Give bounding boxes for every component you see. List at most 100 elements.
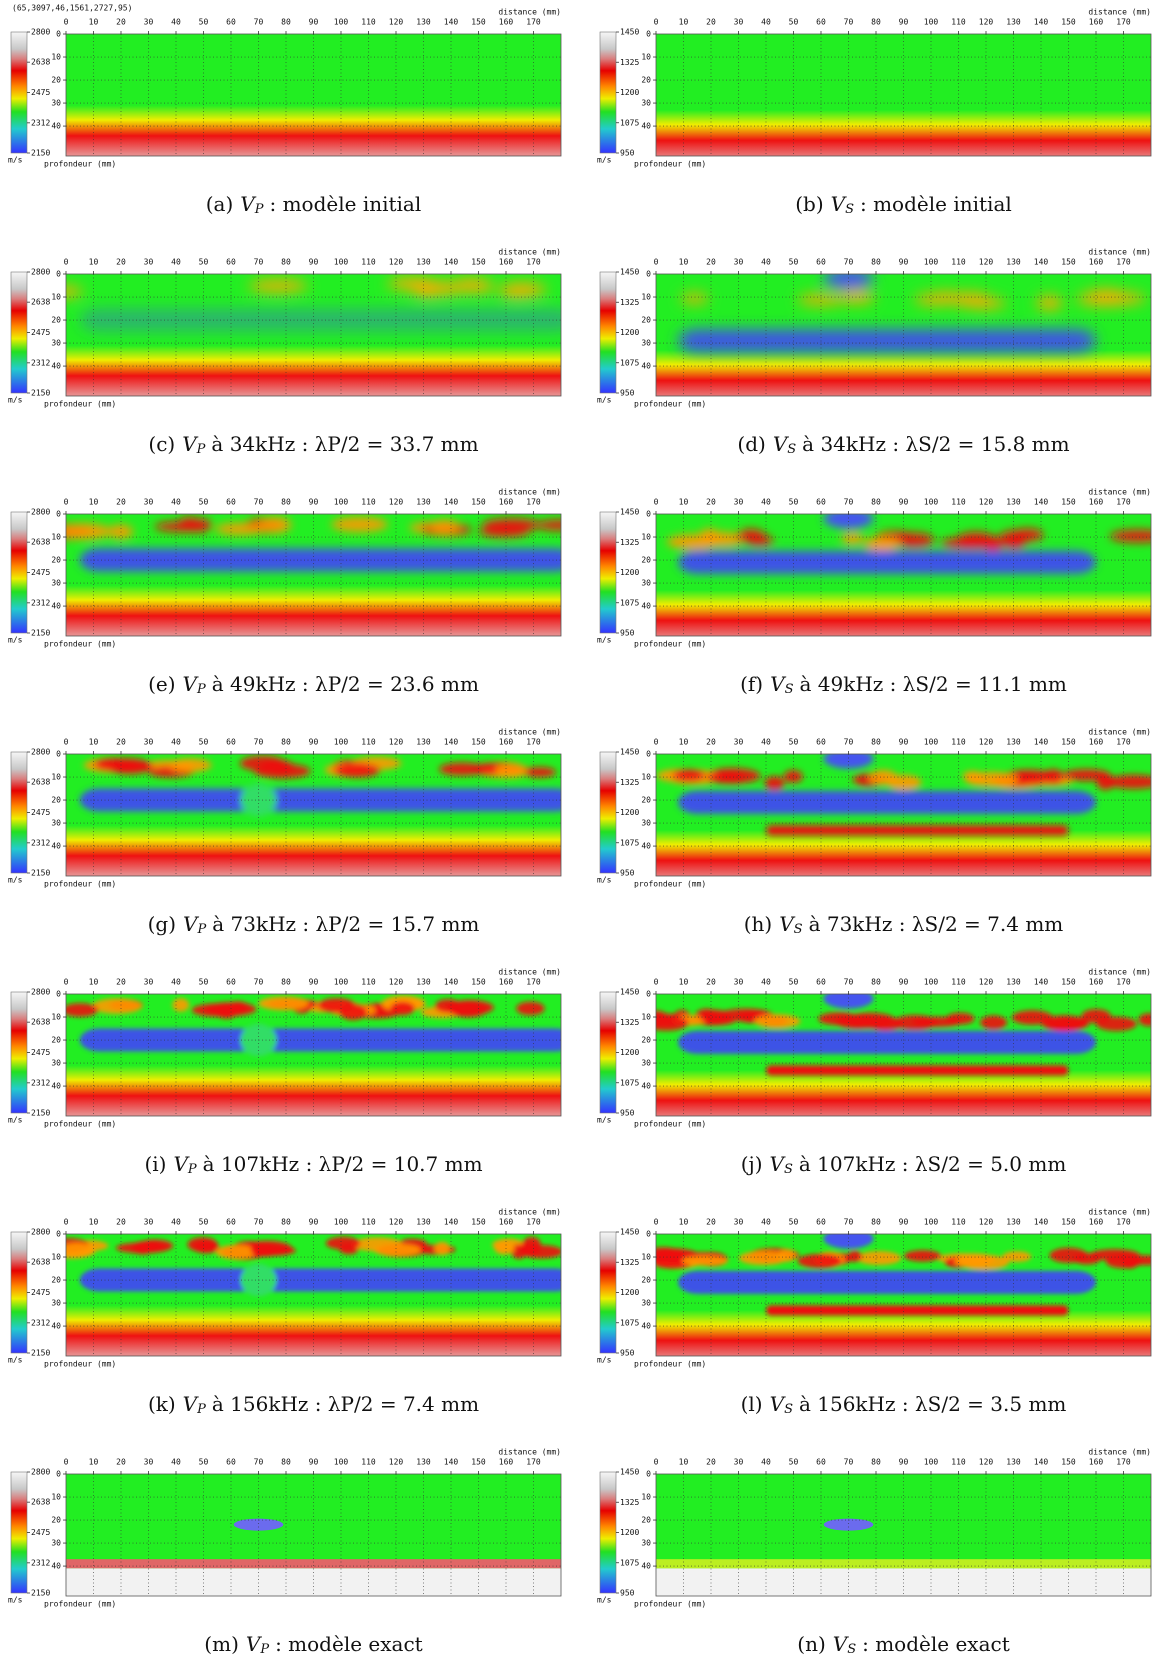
caption-symbol: V (240, 192, 257, 216)
x-tick-label: 140 (444, 738, 459, 747)
colorbar-label: 2312 (31, 838, 50, 847)
x-axis-label: distance (mm) (1088, 248, 1151, 257)
x-tick-label: 30 (144, 498, 154, 507)
y-tick-label: 0 (56, 1470, 61, 1479)
y-tick-label: 20 (51, 1276, 61, 1285)
x-tick-label: 10 (679, 978, 689, 987)
high-velocity-blob (516, 1001, 545, 1016)
colorbar-label: 1450 (620, 268, 639, 277)
x-tick-label: 30 (734, 18, 744, 27)
y-tick-label: 10 (641, 53, 651, 62)
x-tick-label: 120 (389, 18, 404, 27)
panel: distance (mm)0 10 20 30 40 50 60 70 80 90 100 110 12… (597, 8, 1152, 217)
colorbar-unit: m/s (8, 1116, 23, 1125)
x-tick-label: 80 (871, 18, 881, 27)
x-tick-label: 100 (334, 258, 349, 267)
high-velocity-blob (438, 762, 486, 776)
x-tick-label: 130 (416, 258, 431, 267)
high-velocity-blob (1105, 774, 1151, 789)
x-tick-label: 150 (471, 1458, 486, 1467)
caption-label: (f) (740, 672, 763, 696)
red-band (766, 825, 1069, 836)
colorbar-label: 1200 (620, 1048, 639, 1057)
x-tick-label: 0 (64, 738, 69, 747)
x-tick-label: 100 (334, 738, 349, 747)
high-velocity-blob (66, 523, 112, 540)
x-tick-label: 10 (679, 258, 689, 267)
high-velocity-blob (1003, 537, 1026, 549)
anomalies (666, 514, 1151, 574)
y-tick-label: 10 (51, 293, 61, 302)
colorbar-label: 2800 (31, 268, 50, 277)
x-tick-label: 70 (254, 498, 264, 507)
caption-subscript: S (784, 1162, 793, 1177)
x-tick-label: 40 (761, 978, 771, 987)
x-tick-label: 160 (499, 978, 514, 987)
x-tick-label: 60 (816, 1218, 826, 1227)
layer (66, 825, 561, 876)
x-tick-label: 150 (1061, 18, 1076, 27)
x-tick-label: 60 (816, 1458, 826, 1467)
layer (66, 105, 561, 156)
high-velocity-blob (869, 769, 898, 786)
x-tick-label: 140 (444, 258, 459, 267)
x-tick-label: 100 (924, 18, 939, 27)
high-velocity-blob (66, 1003, 99, 1017)
colorbar-label: 950 (620, 1589, 635, 1598)
x-tick-label: 80 (871, 978, 881, 987)
x-tick-label: 110 (951, 1458, 966, 1467)
colorbar-label: 2638 (31, 1498, 50, 1507)
x-tick-label: 130 (1006, 1458, 1021, 1467)
y-axis-label: profondeur (mm) (44, 1360, 116, 1369)
anomalies (66, 516, 561, 572)
y-tick-label: 30 (51, 819, 61, 828)
y-tick-label: 20 (51, 1516, 61, 1525)
x-tick-label: 90 (309, 1458, 319, 1467)
x-tick-label: 130 (1006, 18, 1021, 27)
x-tick-label: 160 (499, 258, 514, 267)
x-tick-label: 150 (1061, 978, 1076, 987)
x-tick-label: 30 (144, 18, 154, 27)
colorbar (599, 751, 617, 874)
y-tick-label: 10 (641, 1253, 651, 1262)
x-tick-label: 100 (924, 978, 939, 987)
x-tick-label: 140 (444, 1218, 459, 1227)
y-tick-label: 30 (641, 1059, 651, 1068)
x-tick-label: 30 (734, 1218, 744, 1227)
y-axis-label: profondeur (mm) (634, 1600, 706, 1609)
red-band (766, 1065, 1069, 1076)
high-velocity-blob (168, 758, 212, 773)
caption: (c) VP à 34kHz : λP/2 = 33.7 mm (148, 432, 478, 457)
high-velocity-blob (672, 769, 705, 782)
x-axis-label: distance (mm) (1088, 1448, 1151, 1457)
x-tick-label: 90 (899, 1458, 909, 1467)
x-tick-label: 100 (924, 1218, 939, 1227)
x-axis-label: distance (mm) (498, 968, 561, 977)
x-tick-label: 90 (899, 1218, 909, 1227)
anomalies (656, 754, 1151, 836)
x-tick-label: 0 (654, 1218, 659, 1227)
x-tick-label: 90 (899, 738, 909, 747)
x-tick-label: 130 (416, 498, 431, 507)
x-tick-label: 170 (526, 978, 541, 987)
caption-label: (j) (741, 1152, 763, 1176)
x-tick-label: 40 (171, 498, 181, 507)
high-velocity-blob (91, 998, 143, 1014)
x-tick-label: 170 (1116, 1458, 1131, 1467)
colorbar-unit: m/s (8, 636, 23, 645)
x-tick-label: 60 (226, 18, 236, 27)
caption-symbol: V (773, 432, 790, 456)
caption-symbol: V (182, 432, 199, 456)
x-tick-label: 20 (116, 1218, 126, 1227)
anomalies (66, 995, 561, 1057)
caption-subscript: P (196, 922, 206, 937)
colorbar-label: 2475 (31, 1048, 50, 1057)
y-tick-label: 40 (51, 122, 61, 131)
x-tick-label: 20 (116, 738, 126, 747)
high-velocity-blob (1002, 1251, 1032, 1263)
x-axis-label: distance (mm) (498, 248, 561, 257)
caption-symbol: V (183, 912, 200, 936)
x-tick-label: 160 (499, 18, 514, 27)
x-tick-label: 40 (171, 1218, 181, 1227)
